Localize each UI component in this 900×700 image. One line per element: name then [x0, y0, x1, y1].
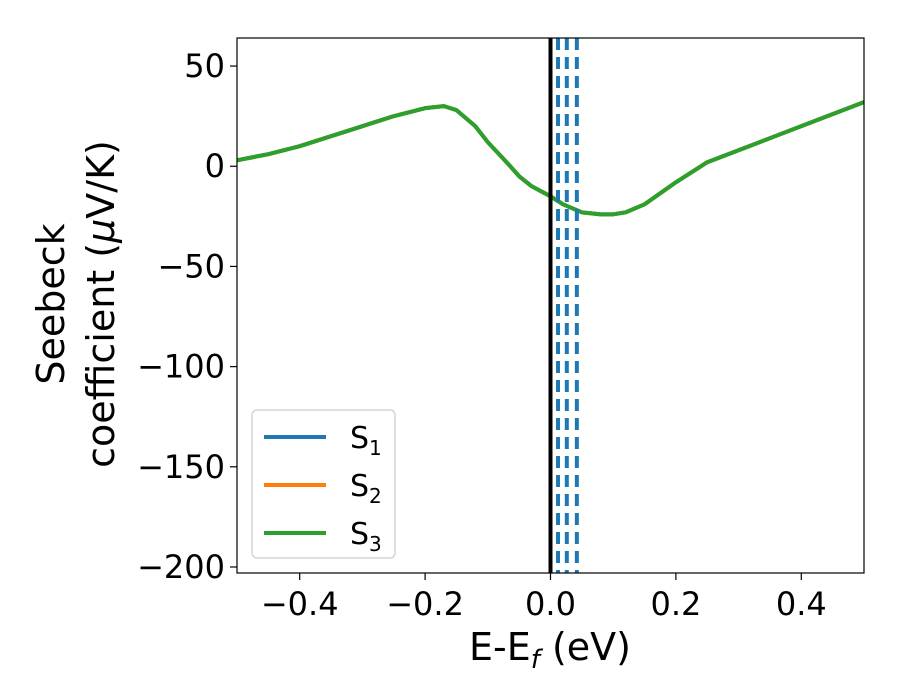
x-tick-label: 0.0	[525, 585, 576, 623]
plot-area	[237, 38, 864, 573]
x-tick-label: 0.4	[776, 585, 827, 623]
x-tick-label: −0.2	[386, 585, 464, 623]
legend-label-1: S1	[350, 421, 382, 460]
x-tick-label: 0.2	[650, 585, 701, 623]
y-tick-label: 50	[184, 47, 225, 85]
y-axis-label-line1: Seebeck	[29, 223, 73, 384]
series-line-3	[237, 100, 864, 217]
legend-label-3: S3	[350, 517, 382, 556]
axes: −0.4 −0.2 0.0 0.2 0.4 50 0 −50 −100 −150 −200	[137, 37, 865, 623]
y-tick-label: −100	[137, 348, 225, 386]
y-tick-label: −200	[137, 548, 225, 586]
y-tick-label: −150	[137, 448, 225, 486]
y-tick-label: −50	[157, 247, 225, 285]
y-axis-label-line2: coefficient (μV/K)	[79, 140, 123, 468]
y-tick-label: 0	[205, 147, 225, 185]
legend: S1 S2 S3	[251, 409, 396, 559]
x-axis-label: E-Ef (eV)	[469, 625, 631, 675]
x-tick-label: −0.4	[261, 585, 339, 623]
legend-label-2: S2	[350, 469, 382, 508]
